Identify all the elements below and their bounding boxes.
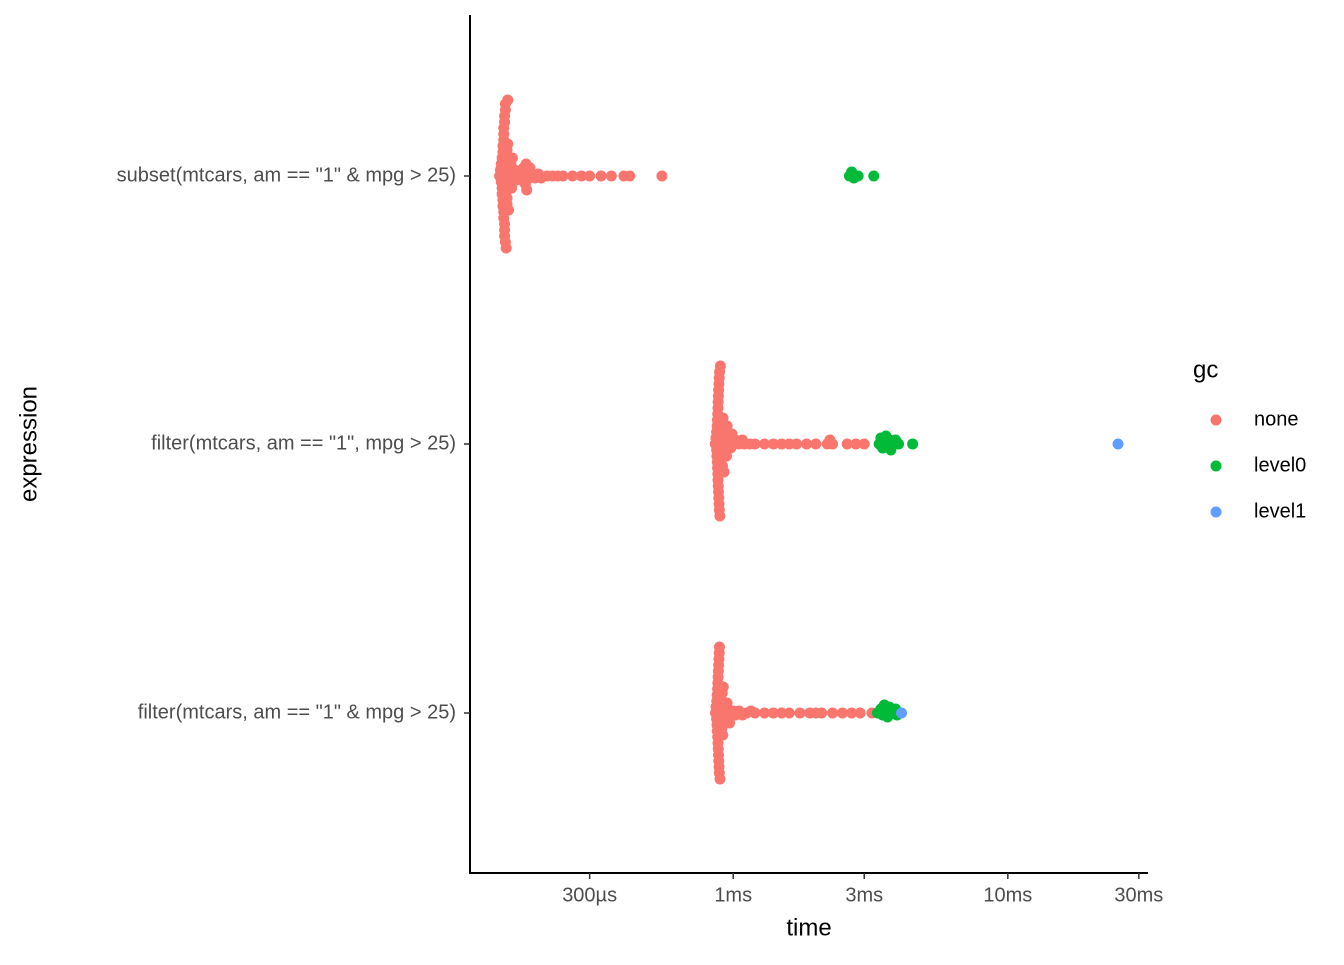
point: [749, 438, 761, 450]
x-tick-label: 10ms: [983, 884, 1032, 906]
legend-key: [1210, 506, 1222, 518]
legend-key: [1210, 414, 1222, 426]
point: [854, 707, 866, 719]
point: [827, 438, 839, 450]
point: [656, 170, 668, 182]
point: [776, 438, 788, 450]
point: [714, 360, 726, 372]
x-axis-title: time: [786, 914, 831, 941]
point: [827, 707, 839, 719]
x-tick-label: 300µs: [562, 884, 617, 906]
point: [783, 707, 795, 719]
y-tick-label: filter(mtcars, am == "1", mpg > 25): [151, 432, 456, 454]
point: [575, 170, 587, 182]
point: [502, 138, 514, 150]
point: [503, 204, 515, 216]
point: [721, 420, 733, 432]
point: [767, 707, 779, 719]
point: [846, 707, 858, 719]
point: [624, 170, 636, 182]
y-axis-title: expression: [15, 386, 42, 502]
x-tick-label: 3ms: [845, 884, 883, 906]
point: [767, 438, 779, 450]
point: [749, 707, 761, 719]
point: [506, 152, 518, 164]
point: [714, 510, 726, 522]
point: [810, 438, 822, 450]
point: [852, 170, 864, 182]
point: [850, 438, 862, 450]
point: [868, 170, 880, 182]
point: [794, 707, 806, 719]
point: [584, 170, 596, 182]
point: [1112, 438, 1124, 450]
point: [500, 242, 512, 254]
point: [595, 170, 607, 182]
point: [506, 182, 518, 194]
y-tick-label: filter(mtcars, am == "1" & mpg > 25): [138, 701, 456, 723]
point: [502, 94, 514, 106]
point: [895, 707, 907, 719]
point: [521, 184, 533, 196]
point: [717, 681, 729, 693]
legend-key: [1210, 460, 1222, 472]
point: [776, 707, 788, 719]
y-tick-label: subset(mtcars, am == "1" & mpg > 25): [117, 164, 456, 186]
point: [836, 707, 848, 719]
legend-title: gc: [1193, 356, 1218, 383]
point: [718, 466, 730, 478]
point: [801, 438, 813, 450]
legend-label: none: [1254, 408, 1299, 430]
point: [893, 438, 905, 450]
point: [714, 773, 726, 785]
x-tick-label: 1ms: [714, 884, 752, 906]
point: [557, 170, 569, 182]
point: [858, 438, 870, 450]
point: [759, 707, 771, 719]
point: [717, 729, 729, 741]
point: [816, 707, 828, 719]
point: [567, 170, 579, 182]
point: [841, 438, 853, 450]
legend-label: level0: [1254, 454, 1306, 476]
point: [713, 641, 725, 653]
legend-label: level1: [1254, 500, 1306, 522]
point: [605, 170, 617, 182]
point: [907, 438, 919, 450]
point: [759, 438, 771, 450]
point: [791, 438, 803, 450]
x-tick-label: 30ms: [1114, 884, 1163, 906]
